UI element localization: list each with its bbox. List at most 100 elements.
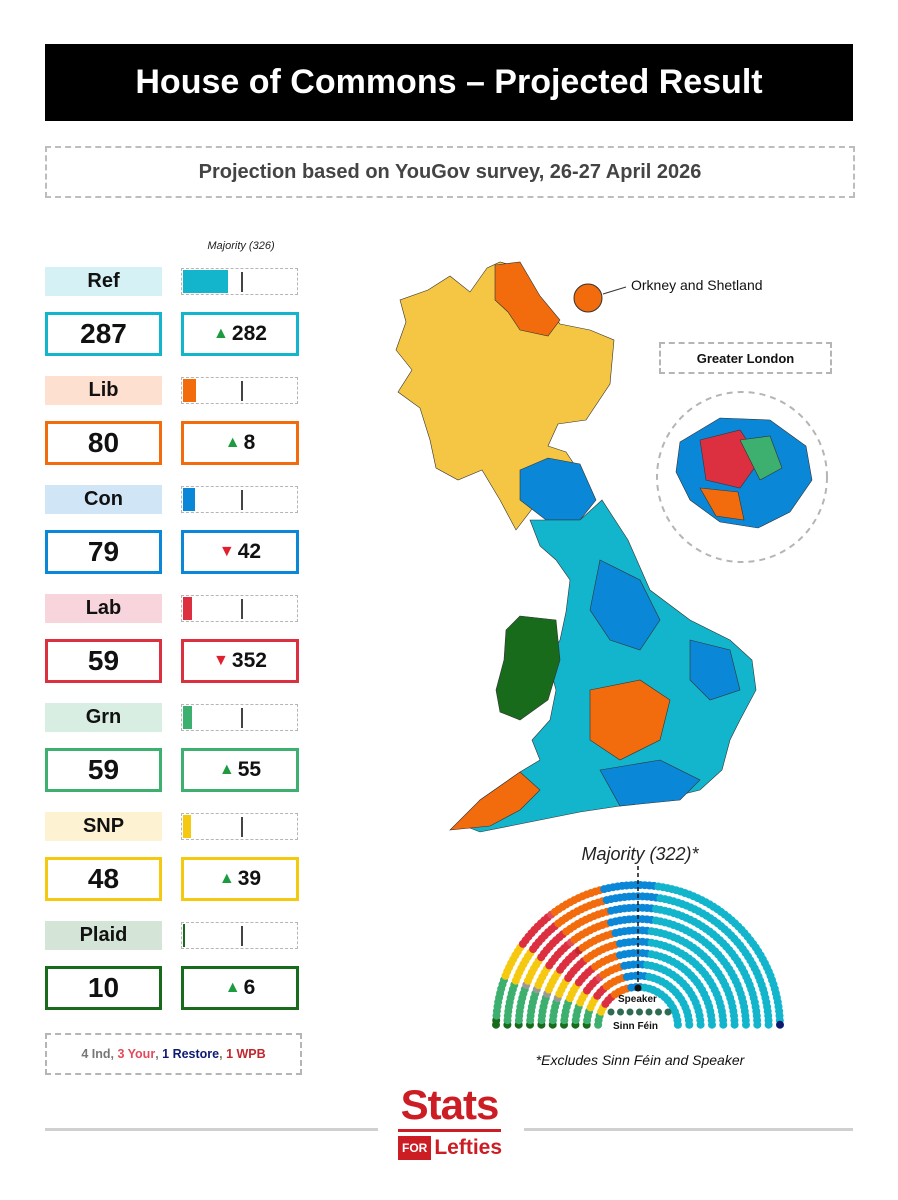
parliament-seat <box>677 936 686 945</box>
parliament-seat <box>540 998 549 1007</box>
parliament-seat <box>504 1002 513 1011</box>
parliament-seat <box>602 907 611 916</box>
parliament-seat <box>703 974 712 982</box>
parliament-seat <box>712 989 721 998</box>
parliament-seat <box>740 1002 749 1011</box>
parliament-seat <box>677 995 686 1004</box>
parliament-seat <box>652 951 660 960</box>
parliament-seat <box>607 942 616 950</box>
parliament-seat <box>629 926 638 935</box>
sinn-fein-seat <box>617 1008 624 1016</box>
parliament-seat <box>714 994 723 1003</box>
parliament-seat <box>775 1016 784 1025</box>
parliament-seat <box>498 980 507 989</box>
wales-region <box>495 615 561 721</box>
parliament-seat <box>742 1020 750 1029</box>
parliament-seat <box>625 915 633 924</box>
parliament-seat <box>738 945 747 954</box>
parliament-seat <box>652 963 661 971</box>
parliament-seat <box>599 985 608 994</box>
parliament-seat <box>719 977 728 986</box>
parliament-seat <box>604 884 613 893</box>
parliament-seat <box>504 1007 513 1016</box>
parliament-seat <box>665 943 674 952</box>
parliament-seat <box>752 1007 761 1016</box>
parliament-seat <box>548 939 557 948</box>
parliament-seat <box>689 892 698 901</box>
parliament-seat <box>569 922 578 931</box>
parliament-seat <box>764 1020 773 1029</box>
parliament-seat <box>695 963 704 972</box>
parliament-seat <box>636 971 645 980</box>
parliament-seat <box>706 914 715 923</box>
parliament-seat <box>574 894 583 903</box>
seat-count-ref: 287 <box>45 312 162 356</box>
parliament-seat <box>629 892 638 901</box>
parliament-seat <box>664 968 673 977</box>
parliament-seat <box>527 929 536 938</box>
parliament-seat <box>598 909 607 918</box>
parliament-seat <box>537 953 546 962</box>
parliament-seat <box>653 975 662 984</box>
parliament-seat <box>634 960 642 969</box>
parliament-seat <box>660 930 669 939</box>
parliament-seat <box>702 911 711 920</box>
parliament-seat <box>553 969 562 978</box>
parliament-seat <box>616 893 624 902</box>
parliament-seat <box>538 973 547 981</box>
parliament-seat <box>719 939 728 948</box>
parliament-seat <box>586 1003 595 1012</box>
parliament-seat <box>710 916 719 925</box>
parliament-seat <box>575 946 583 955</box>
parliament-seat <box>582 941 591 950</box>
parliament-seat <box>701 898 710 907</box>
parliament-seat <box>645 881 654 890</box>
majority-tick <box>241 490 243 510</box>
parliament-seat <box>761 993 770 1002</box>
parliament-seat <box>680 889 689 897</box>
parliament-seat <box>698 966 707 975</box>
parliament-seat <box>656 964 665 973</box>
parliament-seat <box>719 1016 728 1025</box>
parliament-seat <box>703 955 712 964</box>
parliament-seat <box>752 968 761 977</box>
parliament-seat <box>770 984 779 993</box>
parliament-seat <box>774 1002 783 1011</box>
parliament-seat <box>687 990 696 999</box>
parliament-seat <box>730 953 739 962</box>
parliament-seat <box>678 900 687 908</box>
parliament-seat <box>596 988 605 997</box>
parliament-seat <box>526 948 535 957</box>
parliament-seat <box>656 952 665 961</box>
parliament-seat <box>625 904 633 912</box>
parliament-seat <box>741 948 750 957</box>
seat-share-bar-con <box>181 486 298 513</box>
parliament-seat <box>505 998 514 1007</box>
parliament-seat <box>570 935 579 944</box>
parliament-seat <box>571 1020 580 1029</box>
parliament-seat <box>517 964 526 973</box>
sinn-fein-seat <box>645 1008 653 1016</box>
parliament-seat <box>616 928 624 936</box>
parliament-seat <box>656 940 665 949</box>
parliament-seat <box>588 979 597 988</box>
parliament-seat <box>631 881 640 889</box>
parliament-seat <box>669 933 678 942</box>
parliament-seat <box>685 986 693 995</box>
parliament-seat <box>705 927 714 936</box>
seat-change-value: 8 <box>243 431 256 454</box>
parliament-seat <box>583 1016 592 1025</box>
parliament-seat <box>573 920 582 928</box>
parliament-seat <box>681 951 690 960</box>
parliament-seat <box>762 998 771 1007</box>
parliament-seat <box>634 949 642 957</box>
parliament-seat <box>690 917 699 926</box>
parliament-seat <box>590 995 599 1004</box>
parliament-seat <box>598 933 607 942</box>
parliament-seat <box>643 926 652 935</box>
parliament-seat <box>567 990 576 998</box>
parliament-seat <box>668 970 677 979</box>
parliament-seat <box>565 994 574 1003</box>
orkney-marker <box>573 283 603 313</box>
parliament-seat <box>684 1011 693 1020</box>
